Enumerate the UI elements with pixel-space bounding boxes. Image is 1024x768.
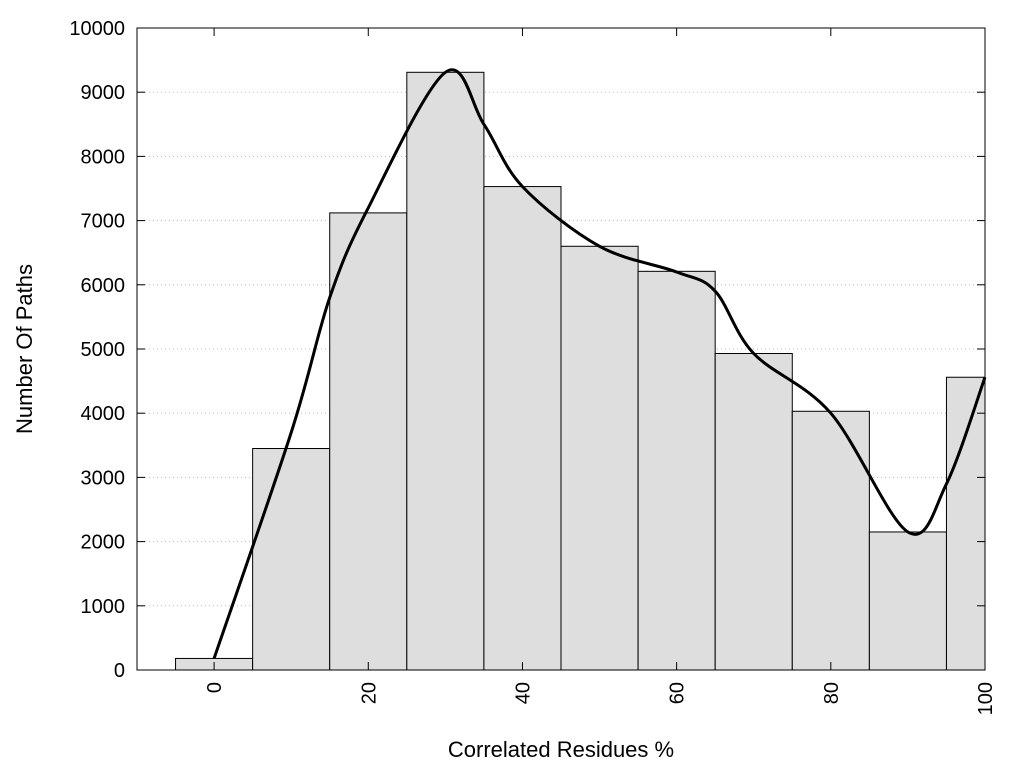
- bar-30: [406, 71, 485, 671]
- bar-60: [637, 270, 716, 671]
- y-tick-label: 9000: [81, 82, 126, 104]
- bar-90: [868, 531, 947, 671]
- x-tick-label: 80: [821, 682, 843, 704]
- y-tick-label: 8000: [81, 146, 126, 168]
- y-tick-label: 3000: [81, 467, 126, 489]
- bars: [175, 71, 986, 671]
- bar-100: [945, 376, 986, 671]
- y-tick-label: 2000: [81, 532, 126, 554]
- x-tick-label: 20: [358, 682, 380, 704]
- y-tick-label: 6000: [81, 275, 126, 297]
- bar-50: [560, 245, 639, 671]
- y-tick-label: 5000: [81, 339, 126, 361]
- y-axis-title: Number Of Paths: [12, 264, 37, 434]
- y-tick-label: 10000: [69, 18, 125, 40]
- bar-80: [791, 410, 870, 671]
- bar-40: [483, 186, 562, 671]
- y-tick-label: 1000: [81, 596, 126, 618]
- y-axis-ticks: 0 1000 2000 3000 4000 5000 6000 7000 8000 9000 100…: [69, 18, 985, 682]
- x-tick-label: 100: [975, 682, 997, 715]
- y-tick-label: 4000: [81, 403, 126, 425]
- x-axis-title: Correlated Residues %: [448, 737, 674, 762]
- trend-curve: [212, 68, 987, 659]
- bar-70: [714, 352, 793, 671]
- trend-curve-line: [212, 68, 987, 659]
- x-tick-label: 40: [512, 682, 534, 704]
- y-tick-label: 7000: [81, 211, 126, 233]
- bar-10: [252, 448, 331, 671]
- x-tick-label: 60: [667, 682, 689, 704]
- x-axis-ticks: 0 20 40 60 80 100: [204, 28, 997, 715]
- bar-20: [329, 212, 408, 671]
- x-tick-label: 0: [204, 682, 226, 693]
- y-tick-label: 0: [114, 660, 125, 682]
